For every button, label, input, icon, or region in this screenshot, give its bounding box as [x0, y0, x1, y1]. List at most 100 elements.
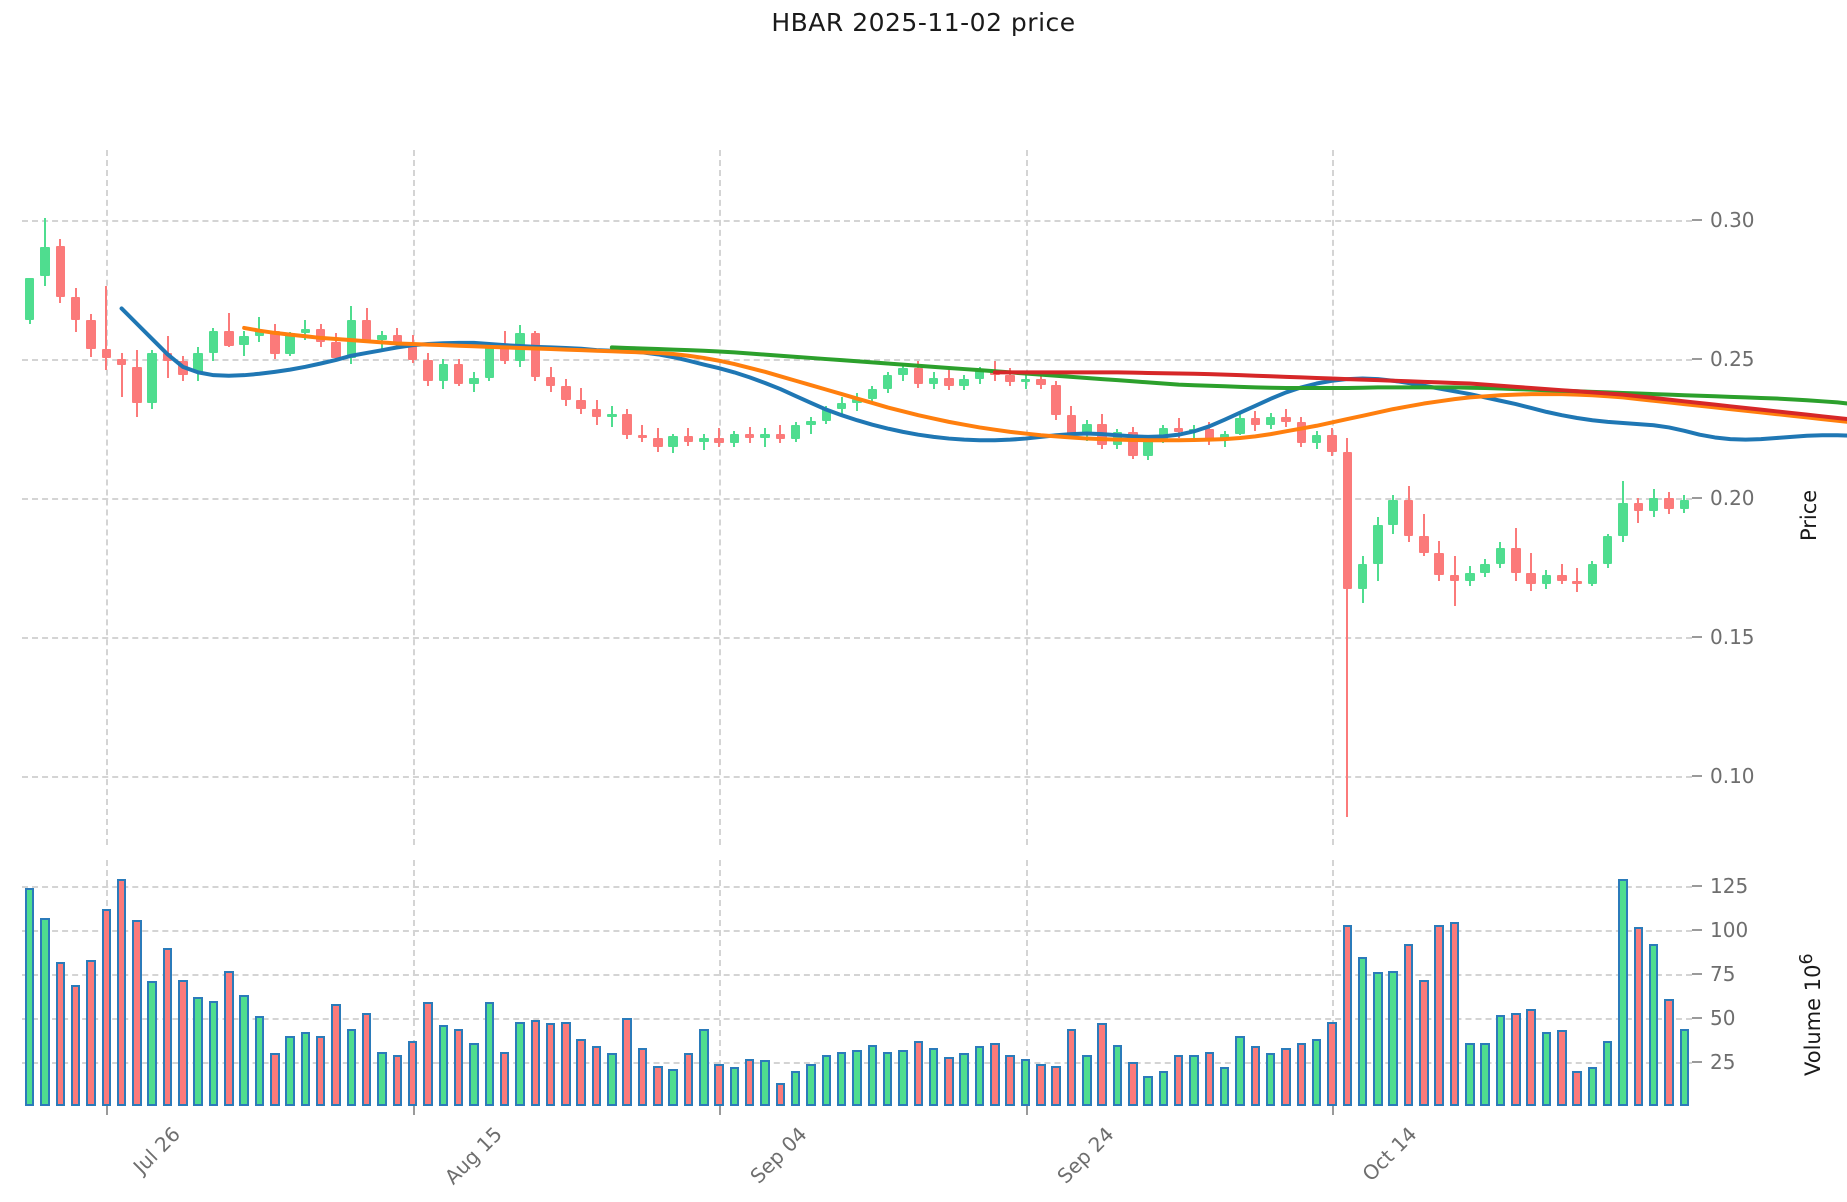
candle-body [193, 352, 203, 373]
volume-bar [1480, 1042, 1490, 1106]
candle-body [1219, 433, 1230, 441]
candle-body [898, 368, 908, 376]
volume-bar [254, 1016, 265, 1106]
ma-line-ma_long [609, 345, 1847, 406]
volume-bar [653, 1065, 663, 1106]
volume-bar [1082, 1055, 1092, 1106]
volume-bar [316, 1035, 326, 1106]
candle [530, 150, 540, 845]
volume-bar [162, 947, 173, 1106]
candle-body [1602, 536, 1613, 565]
volume-bar [101, 909, 111, 1106]
volume-bar [1158, 1070, 1169, 1106]
candle-body [1403, 500, 1414, 537]
candle [775, 150, 786, 845]
volume-vgridline-oct-14 [1331, 860, 1334, 1106]
x-tick-label: Sep 04 [745, 1122, 812, 1189]
candle [1036, 150, 1046, 845]
volume-bar [300, 1032, 311, 1106]
candle-body [699, 437, 709, 442]
volume-bar [1526, 1009, 1536, 1106]
volume-bar [729, 1067, 740, 1106]
candle [1480, 150, 1490, 845]
candle-body [469, 377, 479, 384]
candle-body [208, 330, 219, 353]
price-vgridline-oct-14 [1331, 150, 1334, 845]
volume-bar [453, 1028, 464, 1106]
candle-body [407, 343, 418, 360]
volume-bar [1633, 926, 1644, 1106]
volume-axis-title-text: Volume 10 [1801, 964, 1825, 1076]
candle-body [1082, 423, 1092, 434]
candle-body [254, 330, 265, 337]
candle [1633, 150, 1644, 845]
candle [40, 150, 50, 845]
candle-body [1465, 572, 1475, 581]
candle [1250, 150, 1261, 845]
volume-bar [913, 1041, 924, 1106]
volume-tick-mark [1692, 929, 1702, 932]
candle-body [70, 297, 81, 320]
candle [867, 150, 878, 845]
candle-body [1648, 497, 1659, 512]
candle-body [790, 425, 801, 440]
candle [300, 150, 311, 845]
volume-bar [1327, 1021, 1337, 1106]
candle [1679, 150, 1690, 845]
candle [1526, 150, 1536, 845]
volume-bar [1465, 1042, 1475, 1106]
volume-bar [193, 997, 203, 1106]
candle [1602, 150, 1613, 845]
volume-tick-label: 100 [1710, 918, 1749, 943]
price-tick-label: 0.10 [1710, 763, 1755, 788]
candle [331, 150, 341, 845]
price-tick-label: 0.20 [1710, 485, 1755, 510]
volume-bar [346, 1028, 357, 1106]
candle [913, 150, 924, 845]
candle [683, 150, 694, 845]
volume-tick-label: 50 [1710, 1006, 1736, 1031]
candle [1648, 150, 1659, 845]
candle-body [745, 433, 755, 438]
candle [1403, 150, 1414, 845]
volume-tick-mark [1692, 1061, 1702, 1064]
candle-body [377, 334, 387, 341]
candle [898, 150, 908, 845]
volume-bar [1511, 1012, 1521, 1106]
volume-bar [821, 1055, 832, 1106]
candle [637, 150, 648, 845]
candle [1557, 150, 1567, 845]
volume-bar [1664, 998, 1674, 1106]
volume-bar [40, 918, 50, 1106]
candle-wick [120, 352, 123, 398]
candle [668, 150, 678, 845]
candle [928, 150, 939, 845]
price-vgridline-sep-24 [1025, 150, 1028, 845]
volume-bar [898, 1049, 908, 1106]
candle-body [668, 436, 678, 448]
candle [484, 150, 495, 845]
candle-body [101, 348, 111, 359]
candle-body [530, 333, 540, 377]
candle [116, 150, 127, 845]
volume-bar [622, 1018, 632, 1106]
price-tick-label: 0.30 [1710, 207, 1755, 232]
candle [55, 150, 66, 845]
volume-bar [1112, 1044, 1123, 1106]
candle-body [1511, 547, 1521, 573]
volume-vgridline-sep-24 [1025, 860, 1028, 1106]
candle [1342, 150, 1352, 845]
candle [699, 150, 709, 845]
candle-wick [227, 312, 230, 348]
candle [760, 150, 770, 845]
candle-body [1265, 416, 1276, 426]
candle-body [1618, 503, 1628, 537]
volume-gridline-50 [22, 1018, 1692, 1021]
volume-gridline-125 [22, 886, 1692, 889]
candle-body [239, 336, 249, 345]
candle [1265, 150, 1276, 845]
volume-bar [1235, 1035, 1245, 1106]
candle-body [1526, 572, 1536, 584]
candle [101, 150, 111, 845]
